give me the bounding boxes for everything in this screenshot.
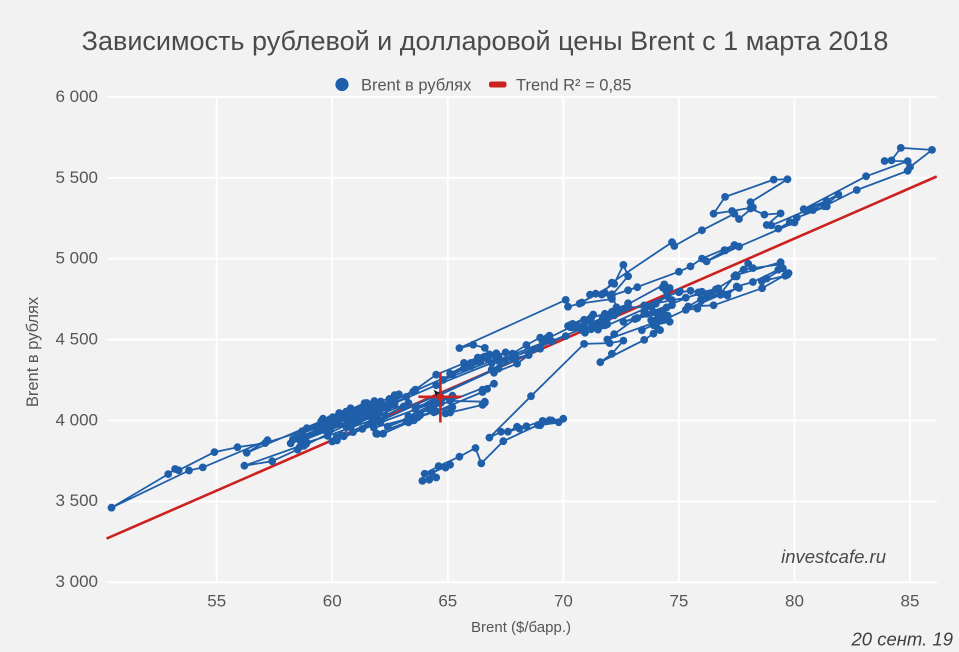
svg-text:65: 65 bbox=[438, 592, 457, 611]
svg-text:4 000: 4 000 bbox=[55, 410, 98, 429]
svg-text:Зависимость рублевой и долларо: Зависимость рублевой и долларовой цены B… bbox=[82, 26, 889, 56]
svg-text:Brent ($/барр.): Brent ($/барр.) bbox=[471, 619, 571, 636]
svg-text:3 500: 3 500 bbox=[55, 491, 98, 510]
svg-text:20 сент. 19: 20 сент. 19 bbox=[851, 629, 954, 650]
svg-text:6 000: 6 000 bbox=[55, 87, 98, 106]
svg-text:85: 85 bbox=[901, 592, 920, 611]
svg-text:investcafe.ru: investcafe.ru bbox=[781, 546, 886, 567]
svg-text:5 000: 5 000 bbox=[55, 249, 98, 268]
svg-text:3 000: 3 000 bbox=[55, 572, 98, 591]
svg-text:75: 75 bbox=[669, 592, 688, 611]
svg-text:60: 60 bbox=[323, 592, 342, 611]
svg-text:5 500: 5 500 bbox=[55, 168, 98, 187]
svg-text:70: 70 bbox=[554, 592, 573, 611]
svg-text:55: 55 bbox=[207, 592, 226, 611]
svg-text:4 500: 4 500 bbox=[55, 330, 98, 349]
svg-text:Brent в рублях: Brent в рублях bbox=[24, 296, 42, 407]
svg-text:80: 80 bbox=[785, 592, 804, 611]
svg-text:Trend R² = 0,85: Trend R² = 0,85 bbox=[516, 77, 631, 95]
svg-text:Brent в рублях: Brent в рублях bbox=[361, 77, 472, 95]
